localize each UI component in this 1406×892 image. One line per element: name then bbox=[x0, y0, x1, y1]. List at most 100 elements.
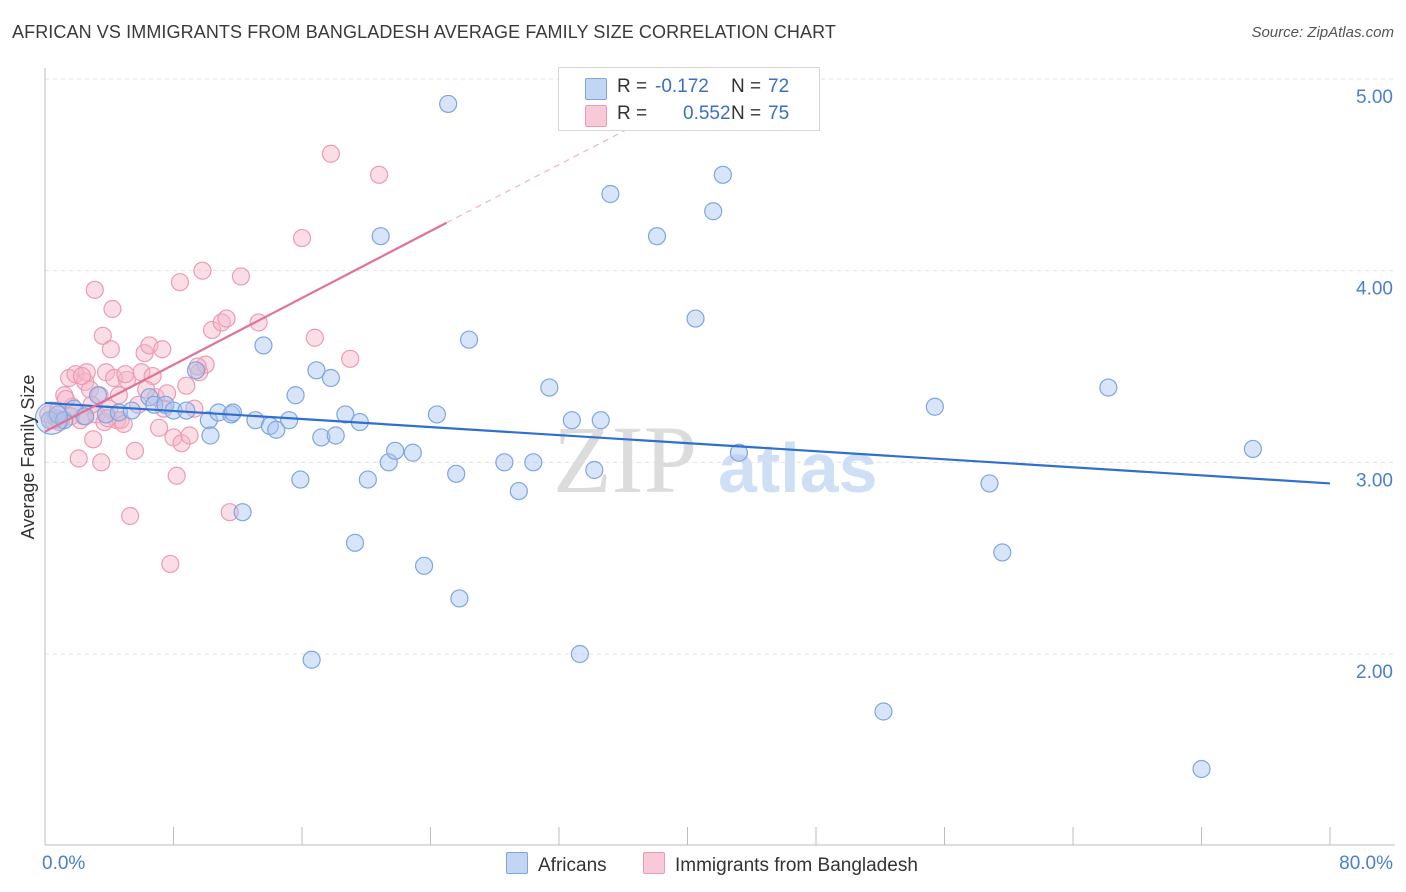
legend-africans: Africans bbox=[506, 852, 607, 877]
africans-point bbox=[585, 460, 604, 480]
bangladesh-point bbox=[153, 340, 172, 359]
africans-point bbox=[321, 368, 341, 388]
watermark-atlas: atlas bbox=[718, 429, 878, 507]
chart-title: AFRICAN VS IMMIGRANTS FROM BANGLADESH AV… bbox=[12, 22, 836, 42]
africans-point bbox=[686, 309, 705, 328]
bangladesh-point bbox=[305, 328, 324, 347]
africans-point bbox=[874, 702, 893, 721]
bangladesh-trend-extension bbox=[446, 122, 640, 224]
bangladesh-trend-line bbox=[44, 221, 448, 433]
africans-point bbox=[495, 453, 514, 472]
bangladesh-point bbox=[85, 280, 104, 299]
bangladesh-point bbox=[93, 326, 112, 345]
legend-africans-label: Africans bbox=[538, 855, 607, 876]
africans-point bbox=[925, 397, 944, 416]
africans-point bbox=[302, 650, 321, 669]
africans-point bbox=[524, 453, 543, 472]
africans-point bbox=[427, 405, 447, 424]
y-axis-label: Average Family Size bbox=[18, 375, 38, 540]
legend-swatch-pink bbox=[585, 105, 607, 127]
africans-point bbox=[223, 403, 243, 422]
africans-point bbox=[1099, 378, 1118, 397]
watermark: ZIP atlas bbox=[553, 406, 878, 513]
bangladesh-point bbox=[157, 384, 177, 403]
africans-point bbox=[570, 644, 589, 664]
africans-point bbox=[980, 474, 999, 493]
bangladesh-point bbox=[177, 376, 196, 395]
bangladesh-point bbox=[72, 366, 92, 386]
bangladesh-point bbox=[321, 144, 341, 163]
africans-point bbox=[601, 184, 620, 204]
africans-point bbox=[459, 330, 479, 349]
africans-point bbox=[509, 481, 528, 501]
legend-n-value: 72 bbox=[768, 76, 790, 97]
legend-bangladesh-label: Immigrants from Bangladesh bbox=[675, 855, 918, 876]
africans-point bbox=[122, 401, 141, 420]
africans-point bbox=[562, 411, 581, 430]
bangladesh-point bbox=[114, 414, 133, 434]
africans-point bbox=[1192, 759, 1211, 779]
bangladesh-point bbox=[231, 267, 251, 286]
bangladesh-point bbox=[84, 430, 103, 449]
y-tick-label: 2.00 bbox=[1356, 662, 1393, 683]
africans-point bbox=[647, 227, 667, 246]
y-tick-label: 4.00 bbox=[1356, 279, 1393, 300]
watermark-zip: ZIP bbox=[553, 406, 697, 513]
africans-point bbox=[729, 443, 749, 462]
bangladesh-point bbox=[292, 228, 312, 248]
legend-r-label: R = bbox=[617, 103, 648, 124]
bangladesh-point bbox=[149, 418, 169, 437]
bangladesh-point bbox=[193, 261, 212, 280]
africans-point bbox=[307, 361, 326, 380]
bangladesh-point bbox=[167, 466, 186, 485]
bangladesh-point bbox=[180, 426, 199, 445]
bangladesh-point bbox=[170, 273, 190, 292]
legend-r-value: 0.552 bbox=[683, 103, 731, 124]
legend-swatch-blue bbox=[585, 78, 607, 100]
africans-point bbox=[280, 411, 299, 430]
africans-point bbox=[993, 543, 1012, 562]
africans-point bbox=[267, 420, 286, 439]
africans-point bbox=[1243, 439, 1263, 459]
africans-point bbox=[414, 556, 434, 575]
africans-point bbox=[201, 426, 220, 445]
bangladesh-point bbox=[103, 299, 122, 319]
y-tick-label: 5.00 bbox=[1356, 87, 1393, 108]
source-label: Source: ZipAtlas.com bbox=[1251, 24, 1394, 41]
bangladesh-point bbox=[66, 365, 85, 384]
bangladesh-point bbox=[125, 441, 145, 460]
y-tick-labels: 2.00 3.00 4.00 5.00 bbox=[1356, 87, 1393, 683]
africans-point bbox=[186, 361, 206, 380]
legend-swatch-africans bbox=[506, 852, 528, 874]
africans-point bbox=[447, 464, 466, 483]
africans-point bbox=[233, 503, 252, 522]
legend-swatch-bangladesh bbox=[643, 852, 665, 874]
bangladesh-point bbox=[69, 449, 88, 468]
africans-point bbox=[199, 411, 218, 430]
africans-point bbox=[704, 202, 723, 221]
africans-point bbox=[254, 336, 273, 355]
africans-point bbox=[286, 386, 305, 405]
legend-n-label: N = bbox=[731, 76, 762, 97]
y-tick-label: 3.00 bbox=[1356, 470, 1393, 491]
africans-point bbox=[540, 378, 559, 397]
trend-lines bbox=[44, 122, 1331, 485]
axes bbox=[44, 68, 1395, 846]
africans-point bbox=[345, 533, 365, 552]
africans-point bbox=[358, 470, 377, 489]
bangladesh-point bbox=[370, 165, 389, 184]
bangladesh-point bbox=[220, 503, 239, 522]
grid-lines bbox=[45, 78, 1395, 655]
africans-point bbox=[439, 94, 458, 114]
correlation-legend: R = -0.172 N = 72 R = 0.552 N = 75 bbox=[558, 67, 820, 131]
bangladesh-point bbox=[92, 453, 111, 472]
x-tick-right: 80.0% bbox=[1339, 853, 1393, 874]
bangladesh-point bbox=[161, 554, 180, 574]
africans-point bbox=[591, 411, 610, 430]
bangladesh-point bbox=[217, 309, 236, 328]
bangladesh-point bbox=[101, 340, 120, 359]
legend-bangladesh: Immigrants from Bangladesh bbox=[643, 852, 918, 877]
africans-point bbox=[386, 441, 405, 460]
x-tick-left: 0.0% bbox=[42, 853, 85, 874]
